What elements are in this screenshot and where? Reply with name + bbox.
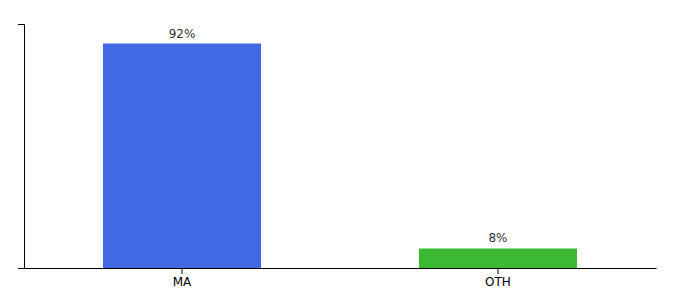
x-axis-line — [25, 268, 657, 269]
x-tick: MA — [173, 268, 192, 289]
bars — [103, 44, 577, 268]
data-label: 8% — [488, 231, 507, 245]
x-axis: MA OTH — [25, 268, 657, 289]
bar — [419, 248, 577, 268]
x-tick-mark — [498, 268, 499, 274]
y-axis-line — [18, 25, 25, 269]
y-axis — [18, 25, 25, 269]
x-tick: OTH — [485, 268, 511, 289]
x-tick-label: MA — [173, 275, 192, 289]
bar — [103, 44, 261, 268]
data-label: 92% — [169, 27, 196, 41]
x-tick-mark — [182, 268, 183, 274]
x-tick-label: OTH — [485, 275, 511, 289]
chart: MA OTH 92% 8% — [0, 0, 680, 300]
plot: MA OTH 92% 8% — [18, 25, 657, 289]
data-labels: 92% 8% — [169, 27, 508, 246]
